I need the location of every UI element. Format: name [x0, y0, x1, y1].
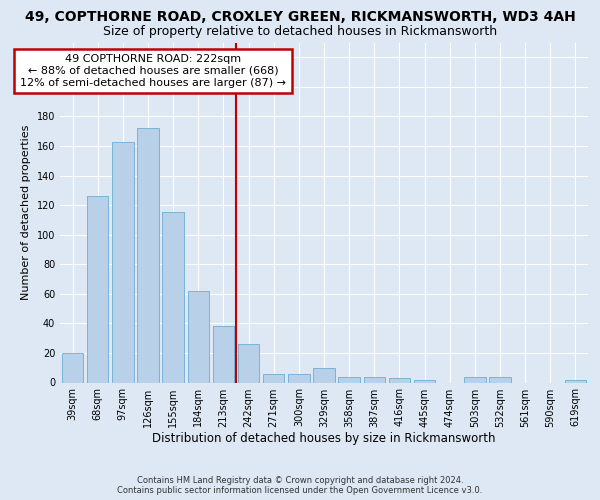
Bar [313, 368, 335, 382]
Text: 49 COPTHORNE ROAD: 222sqm
← 88% of detached houses are smaller (668)
12% of semi: 49 COPTHORNE ROAD: 222sqm ← 88% of detac… [20, 54, 286, 88]
Text: 49, COPTHORNE ROAD, CROXLEY GREEN, RICKMANSWORTH, WD3 4AH: 49, COPTHORNE ROAD, CROXLEY GREEN, RICKM… [25, 10, 575, 24]
Y-axis label: Number of detached properties: Number of detached properties [21, 125, 31, 300]
Bar [464, 376, 485, 382]
Bar [112, 142, 134, 382]
Bar [364, 376, 385, 382]
Bar [389, 378, 410, 382]
Bar [288, 374, 310, 382]
Bar [62, 353, 83, 382]
Bar [565, 380, 586, 382]
Bar [188, 291, 209, 382]
Bar [87, 196, 109, 382]
Bar [213, 326, 234, 382]
Bar [263, 374, 284, 382]
Text: Contains HM Land Registry data © Crown copyright and database right 2024.
Contai: Contains HM Land Registry data © Crown c… [118, 476, 482, 495]
Bar [137, 128, 158, 382]
X-axis label: Distribution of detached houses by size in Rickmansworth: Distribution of detached houses by size … [152, 432, 496, 446]
Text: Size of property relative to detached houses in Rickmansworth: Size of property relative to detached ho… [103, 25, 497, 38]
Bar [163, 212, 184, 382]
Bar [338, 376, 360, 382]
Bar [238, 344, 259, 383]
Bar [490, 376, 511, 382]
Bar [414, 380, 435, 382]
